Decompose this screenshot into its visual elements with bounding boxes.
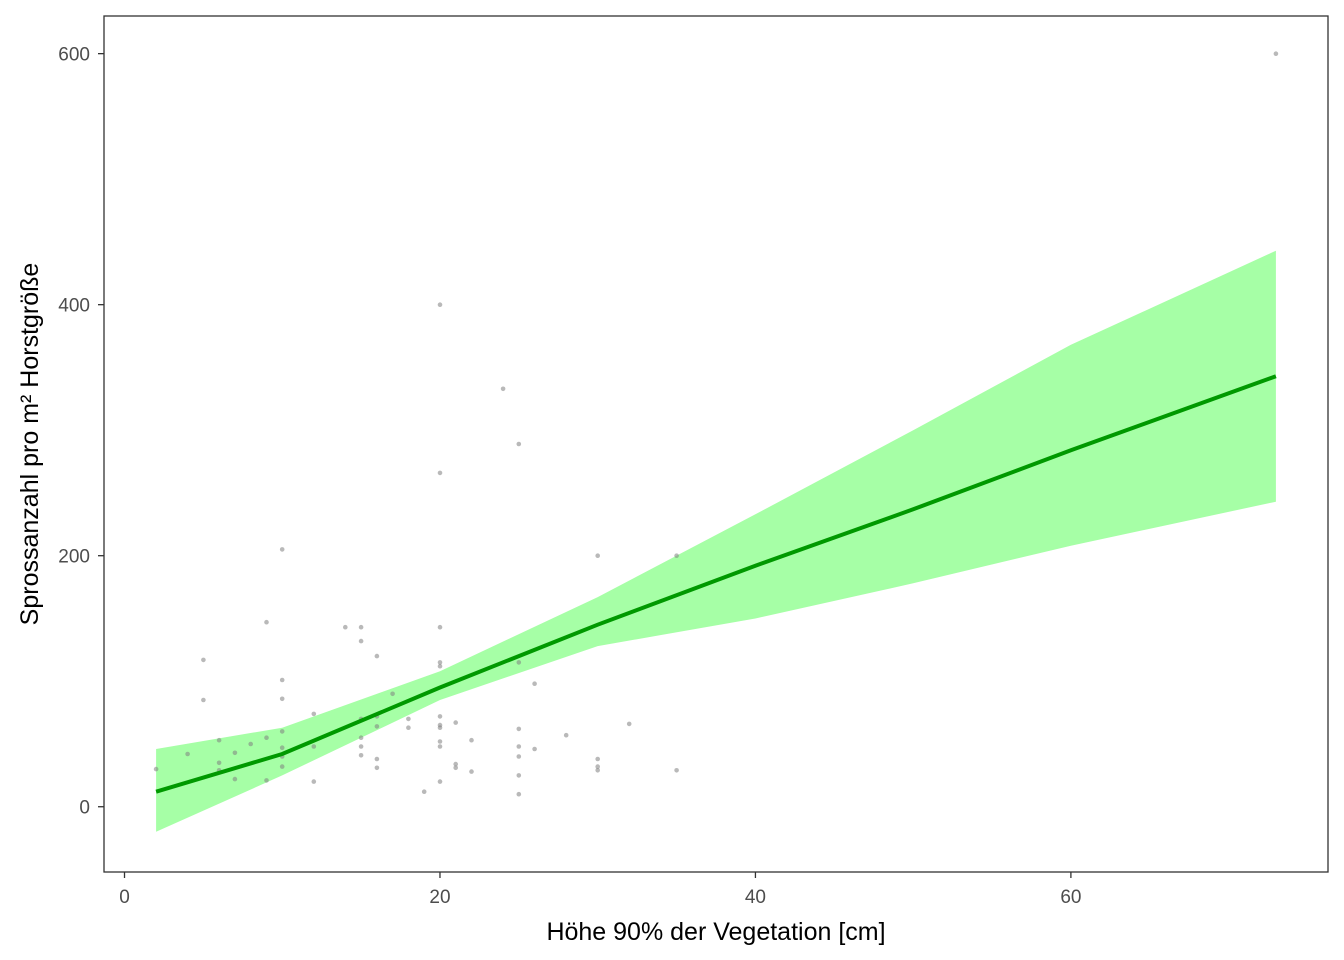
data-point [406, 725, 411, 730]
data-point [516, 726, 522, 732]
data-point [516, 791, 522, 797]
fit-line [155, 374, 1277, 794]
data-point [264, 778, 269, 783]
data-point [437, 624, 443, 630]
data-point [421, 789, 427, 794]
data-point [374, 765, 380, 771]
y-tick-label: 600 [58, 45, 90, 66]
x-tick-label: 40 [745, 887, 766, 908]
data-point [437, 739, 443, 744]
data-point [406, 716, 411, 722]
data-point [279, 696, 285, 702]
data-point [516, 441, 522, 447]
data-point [216, 760, 222, 766]
plot-border [103, 15, 1329, 873]
data-point [532, 746, 537, 752]
x-axis-title: Höhe 90% der Vegetation [cm] [546, 918, 885, 946]
y-axis-title: Sprossanzahl pro m² Horstgröße [16, 263, 44, 626]
data-point [216, 737, 222, 743]
data-point [358, 744, 364, 749]
data-point [248, 741, 253, 747]
data-point [279, 745, 285, 750]
data-point [500, 386, 506, 392]
x-tick-label: 0 [119, 887, 130, 908]
data-point [595, 553, 600, 558]
y-tick-label: 400 [58, 296, 90, 317]
data-point [264, 619, 269, 625]
data-point [232, 750, 238, 756]
data-point [516, 660, 522, 665]
data-point [437, 714, 443, 719]
data-point [437, 779, 443, 784]
data-point [437, 663, 443, 669]
data-point [563, 732, 569, 738]
data-point [374, 724, 380, 729]
data-point [374, 756, 380, 762]
y-tick-label: 0 [79, 798, 90, 819]
data-point [532, 681, 537, 686]
fit-line-layer [155, 374, 1277, 794]
data-point [264, 735, 269, 740]
data-point [516, 744, 522, 749]
data-point [390, 691, 395, 697]
data-point [453, 765, 459, 771]
points-layer [153, 51, 1279, 797]
data-point [437, 725, 443, 730]
data-point [311, 779, 317, 784]
data-point [516, 773, 522, 778]
data-point [279, 764, 285, 769]
data-point [453, 720, 459, 725]
y-axis-ticks: 0 200 400 600 [58, 45, 104, 819]
data-point [469, 769, 474, 774]
data-point [437, 660, 443, 665]
confidence-ribbon [156, 250, 1276, 832]
data-point [1273, 51, 1279, 56]
x-tick-label: 60 [1060, 887, 1081, 908]
data-point [201, 697, 206, 703]
data-point [311, 744, 317, 749]
data-point [311, 711, 317, 717]
x-tick-label: 20 [429, 887, 450, 908]
data-point [279, 677, 285, 683]
data-point [358, 753, 364, 758]
confidence-ribbon-layer [156, 250, 1276, 832]
data-point [674, 768, 679, 773]
data-point [358, 638, 364, 644]
data-point [232, 776, 238, 782]
data-point [453, 761, 459, 767]
data-point [595, 764, 600, 769]
data-point [153, 766, 159, 772]
data-point [437, 744, 443, 749]
data-point [516, 754, 522, 759]
data-point [358, 735, 364, 740]
data-point [279, 729, 285, 734]
data-point [185, 751, 190, 757]
data-point [595, 768, 600, 773]
data-point [437, 470, 443, 476]
data-point [595, 756, 600, 762]
y-tick-label: 200 [58, 547, 90, 568]
data-point [374, 653, 380, 659]
data-point [358, 624, 364, 630]
data-point [343, 624, 348, 630]
data-point [279, 547, 285, 552]
data-point [201, 657, 206, 663]
data-point [437, 302, 443, 308]
data-point [626, 721, 632, 727]
x-axis-ticks: 0 20 40 60 [119, 872, 1081, 908]
data-point [674, 553, 679, 558]
data-point [469, 737, 474, 743]
